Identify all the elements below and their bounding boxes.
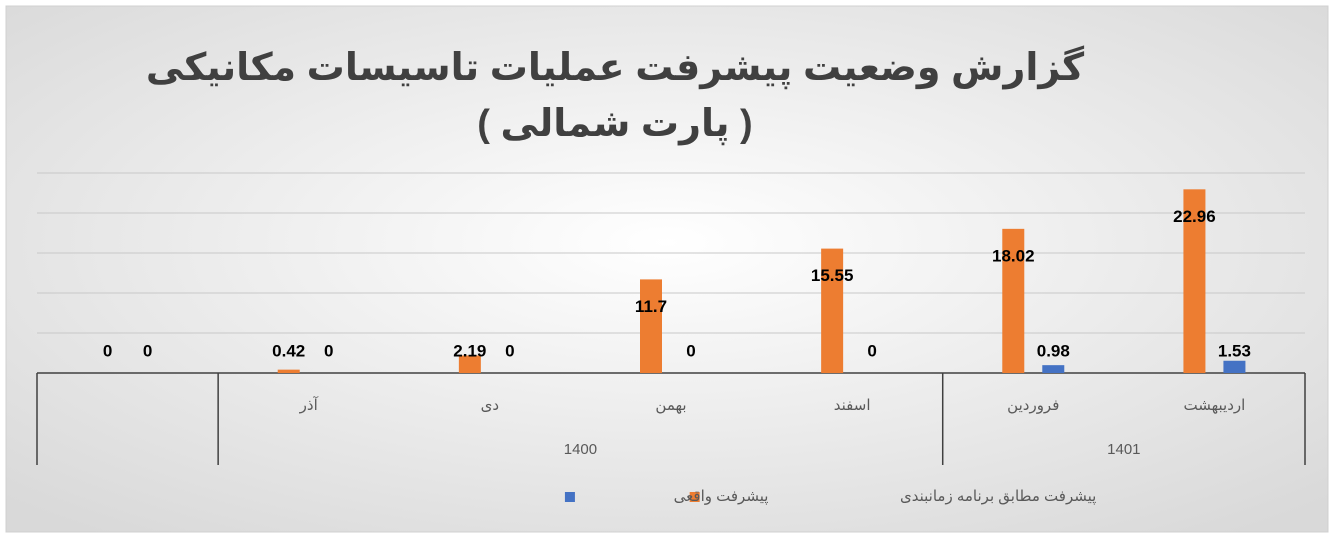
bar [821, 248, 844, 373]
x-tick-label: اردیبهشت [1184, 397, 1246, 414]
data-label: 0 [867, 341, 876, 360]
chart-frame [5, 5, 1329, 533]
bar [1223, 360, 1246, 373]
x-tick-label: بهمن [655, 397, 686, 414]
data-label: 0.98 [1037, 341, 1070, 360]
bar [1002, 228, 1025, 373]
data-label: 2.19 [453, 341, 486, 360]
legend-label: پیشرفت مطابق برنامه زمانبندی [900, 488, 1096, 506]
bar [1042, 365, 1065, 373]
x-tick-label: دی [481, 397, 499, 414]
x-tick-label: آذر [299, 396, 319, 414]
bar [640, 279, 662, 373]
data-label: 15.55 [811, 266, 854, 285]
group-label: 1401 [1107, 441, 1140, 458]
chart-title: گزارش وضعیت پیشرفت عملیات تاسیسات مکانیک… [146, 45, 1085, 90]
data-label: 18.02 [992, 246, 1035, 265]
bar [1183, 189, 1206, 373]
legend-label: پیشرفت واقعی [674, 488, 769, 506]
legend-swatch [564, 492, 575, 502]
data-label: 0 [324, 341, 333, 360]
x-tick-label: فروردین [1007, 397, 1059, 414]
data-label: 1.53 [1218, 341, 1251, 360]
chart-title: ( پارت شمالی ) [477, 103, 752, 145]
data-label: 0 [686, 341, 695, 360]
data-label: 0 [103, 341, 112, 360]
data-label: 11.7 [635, 297, 667, 316]
x-tick-label: اسفند [834, 397, 871, 414]
bar [277, 369, 300, 373]
bar [458, 355, 481, 373]
data-label: 0.42 [272, 341, 305, 360]
data-label: 0 [505, 341, 514, 360]
legend-swatch [689, 492, 700, 502]
group-label: 1400 [564, 441, 597, 458]
data-label: 0 [143, 341, 152, 360]
data-label: 22.96 [1173, 207, 1216, 226]
